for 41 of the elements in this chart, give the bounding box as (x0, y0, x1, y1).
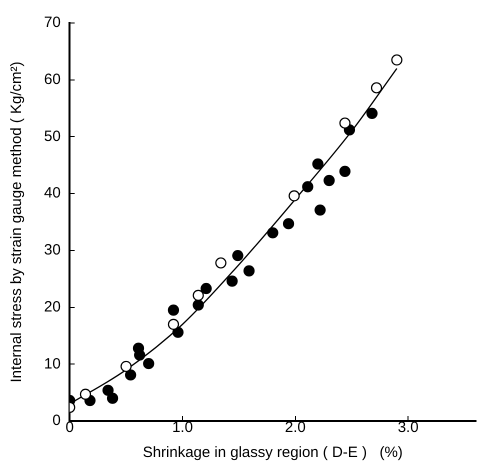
point (370, 82, 382, 94)
point (192, 290, 204, 301)
point (102, 384, 114, 396)
point (324, 174, 335, 186)
point (302, 181, 314, 192)
point (143, 358, 154, 370)
y-tick-label: 50 (44, 128, 61, 145)
point (192, 299, 204, 311)
point (232, 250, 244, 262)
point (243, 265, 255, 276)
x-axis-title: Shrinkage in glassy region ( D-E ) (%) (142, 444, 403, 462)
point (106, 392, 118, 404)
y-tick-label: 70 (44, 14, 61, 32)
x-tick-label: 2.0 (284, 419, 306, 436)
point (339, 117, 351, 129)
point (267, 227, 278, 238)
y-tick-label: 30 (44, 242, 61, 259)
point (288, 190, 300, 202)
y-tick-label: 40 (44, 184, 61, 202)
y-axis-title: Internal stress by strain gauge method ( Kg/cm²) (8, 62, 26, 382)
x-tick-label: 3.0 (398, 419, 419, 436)
y-tick-label: 60 (44, 71, 61, 88)
point (314, 204, 326, 216)
point (120, 360, 132, 372)
point (168, 318, 180, 330)
point (366, 108, 378, 120)
y-tick-label: 20 (44, 298, 61, 316)
x-tick-label: 1.0 (172, 419, 193, 436)
point (80, 388, 92, 400)
point (282, 218, 294, 230)
point (215, 257, 226, 269)
point (226, 276, 238, 287)
point (125, 369, 136, 381)
point (312, 158, 324, 170)
point (200, 282, 212, 294)
y-tick-label: 10 (44, 355, 61, 372)
point (168, 304, 180, 316)
point (172, 326, 184, 338)
point (339, 166, 351, 177)
point (391, 54, 402, 66)
x-tick-label: 0 (66, 419, 74, 436)
